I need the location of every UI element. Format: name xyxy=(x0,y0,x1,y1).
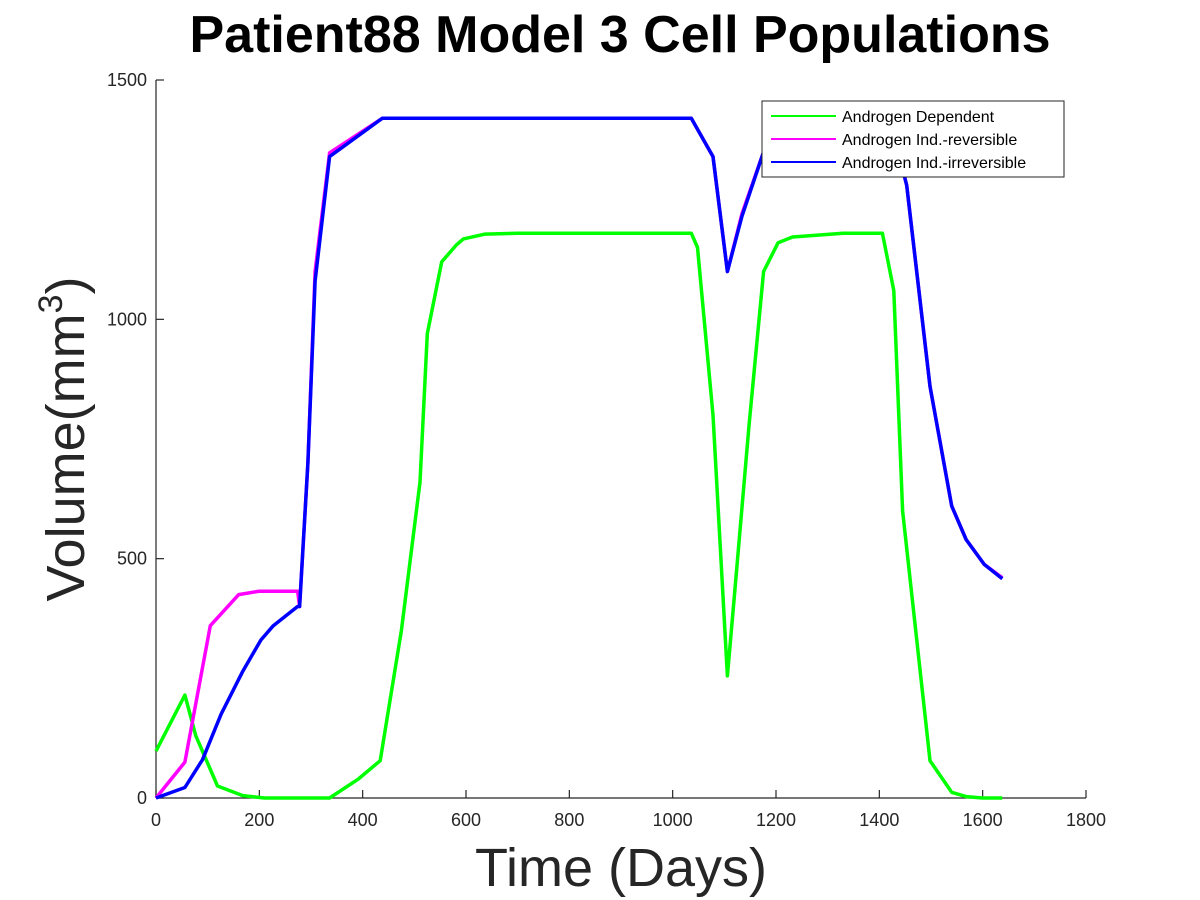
legend-label-2: Androgen Ind.-irreversible xyxy=(842,155,1026,172)
legend: Androgen Dependent Androgen Ind.-reversib… xyxy=(761,100,1065,178)
series-line-1 xyxy=(154,116,1004,800)
x-axis-label: Time (Days) xyxy=(475,838,767,898)
y-tick-label: 0 xyxy=(137,788,147,808)
legend-label-0: Androgen Dependent xyxy=(842,109,995,126)
x-tick-label: 800 xyxy=(554,810,584,830)
y-axis-label: Volume(mm3) xyxy=(32,277,96,602)
series-layer xyxy=(154,116,1004,800)
x-tick-label: 200 xyxy=(244,810,274,830)
y-tick-label: 500 xyxy=(117,549,147,569)
series-line-0 xyxy=(154,231,1003,800)
y-axis-label-close: ) xyxy=(36,277,96,295)
x-tick-label: 0 xyxy=(151,810,161,830)
y-tick-label: 1500 xyxy=(107,70,147,90)
x-tick-label: 1800 xyxy=(1066,810,1106,830)
legend-label-1: Androgen Ind.-reversible xyxy=(842,132,1017,149)
x-tick-label: 600 xyxy=(451,810,481,830)
x-tick-label: 1200 xyxy=(756,810,796,830)
x-tick-label: 400 xyxy=(348,810,378,830)
x-tick-label: 1400 xyxy=(859,810,899,830)
x-tick-label: 1000 xyxy=(653,810,693,830)
y-tick-label: 1000 xyxy=(107,309,147,329)
axes xyxy=(155,80,1086,799)
y-axis-label-superscript: 3 xyxy=(32,295,70,314)
chart-title: Patient88 Model 3 Cell Populations xyxy=(189,6,1050,64)
x-tick-label: 1600 xyxy=(963,810,1003,830)
ticks: 0 200 400 600 800 1000 1200 1400 1600 1800 0 500 100… xyxy=(107,70,1106,830)
y-axis-label-text: Volume(mm xyxy=(36,313,96,601)
series-line-2 xyxy=(155,116,1004,800)
